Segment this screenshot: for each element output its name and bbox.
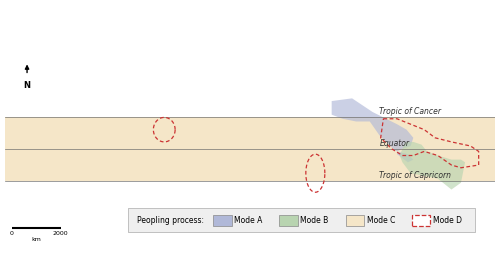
Bar xyxy=(5,117,495,181)
FancyBboxPatch shape xyxy=(280,215,298,226)
FancyBboxPatch shape xyxy=(412,215,430,226)
Text: km: km xyxy=(32,237,41,242)
Text: Mode A: Mode A xyxy=(234,216,262,225)
FancyBboxPatch shape xyxy=(214,215,232,226)
Polygon shape xyxy=(400,142,465,189)
Text: Mode B: Mode B xyxy=(300,216,328,225)
Text: Mode C: Mode C xyxy=(366,216,395,225)
Text: Tropic of Capricorn: Tropic of Capricorn xyxy=(380,171,452,179)
Text: 2000: 2000 xyxy=(53,231,68,236)
Text: Equator: Equator xyxy=(380,138,410,148)
Text: Mode D: Mode D xyxy=(433,216,462,225)
Polygon shape xyxy=(397,152,413,162)
Polygon shape xyxy=(332,98,413,152)
Text: 0: 0 xyxy=(10,231,14,236)
FancyBboxPatch shape xyxy=(128,207,476,232)
Text: N: N xyxy=(24,81,30,90)
Text: Peopling process:: Peopling process: xyxy=(138,216,204,225)
Text: Tropic of Cancer: Tropic of Cancer xyxy=(380,107,442,116)
FancyBboxPatch shape xyxy=(346,215,364,226)
